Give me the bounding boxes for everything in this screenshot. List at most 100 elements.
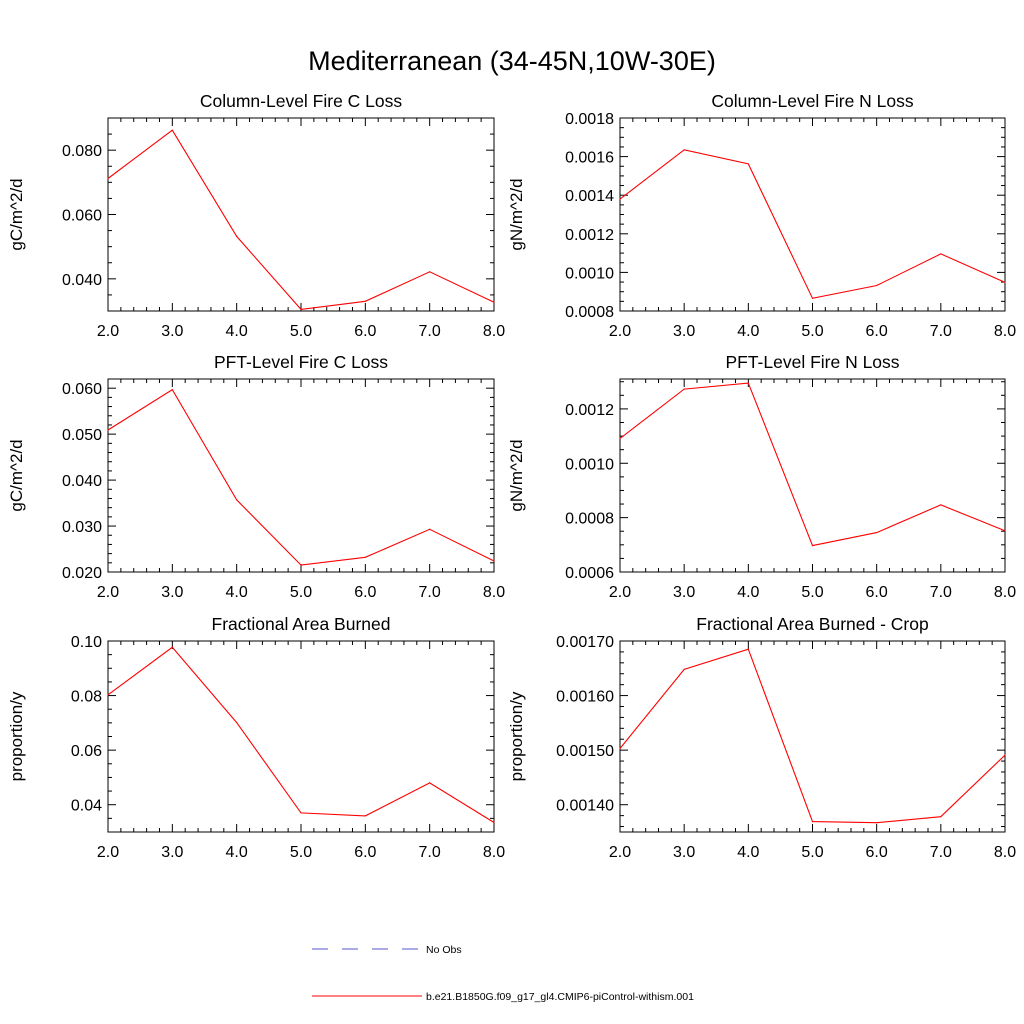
data-point: [171, 646, 173, 648]
y-tick-label: 0.0010: [565, 265, 614, 282]
x-tick-label: 5.0: [290, 844, 312, 861]
y-tick-label: 0.020: [62, 565, 102, 582]
data-point: [683, 149, 685, 151]
data-point: [493, 301, 495, 303]
panel-4: 2.0 3.0 4.0 5.0 6.0 7.0 8.0 0.0006 0.0008 0.0010 0…: [507, 352, 1016, 601]
x-tick-label: 7.0: [930, 584, 952, 601]
data-point: [619, 198, 621, 200]
y-tick-label: 0.050: [62, 427, 102, 444]
data-point: [940, 253, 942, 255]
x-tick-label: 5.0: [290, 584, 312, 601]
x-tick-label: 2.0: [609, 584, 631, 601]
x-tick-label: 8.0: [994, 323, 1016, 340]
x-tick-label: 6.0: [866, 844, 888, 861]
x-tick-label: 7.0: [419, 584, 441, 601]
y-axis-label: proportion/y: [7, 691, 26, 781]
series-line: [619, 382, 1006, 547]
y-tick-label: 0.10: [71, 634, 102, 651]
y-axis-label: gN/m^2/d: [507, 178, 526, 250]
x-tick-label: 3.0: [673, 844, 695, 861]
x-tick-label: 2.0: [97, 323, 119, 340]
x-tick-label: 2.0: [609, 844, 631, 861]
x-tick-label: 6.0: [866, 323, 888, 340]
x-tick-label: 8.0: [994, 584, 1016, 601]
data-point: [107, 694, 109, 696]
plot-frame: [107, 640, 495, 833]
data-point: [1004, 281, 1006, 284]
data-point: [747, 163, 749, 165]
x-tick-label: 8.0: [483, 323, 505, 340]
series-line: [107, 388, 495, 566]
x-tick-label: 3.0: [673, 584, 695, 601]
panel-title: Fractional Area Burned: [212, 614, 391, 634]
y-tick-label: 0.030: [62, 519, 102, 536]
data-point: [811, 545, 814, 547]
panel-title: Fractional Area Burned - Crop: [696, 614, 928, 634]
data-point: [364, 300, 366, 302]
y-tick-label: 0.08: [71, 689, 102, 706]
series-line: [619, 149, 1006, 299]
panel-5: 2.0 3.0 4.0 5.0 6.0 7.0 8.0 0.04 0.06 0.08 0.10 Fra…: [7, 614, 505, 861]
x-tick-label: 5.0: [801, 584, 823, 601]
y-tick-label: 0.00140: [556, 798, 614, 815]
y-axis-label: proportion/y: [507, 691, 526, 781]
panel-3: 2.0 3.0 4.0 5.0 6.0 7.0 8.0 0.020 0.030 0.040 0.05…: [7, 352, 505, 601]
x-tick-label: 3.0: [161, 844, 183, 861]
data-point: [300, 812, 302, 814]
data-point: [493, 560, 495, 562]
data-point: [683, 668, 685, 670]
data-point: [236, 499, 238, 501]
data-point: [747, 382, 749, 384]
y-tick-label: 0.0012: [565, 402, 614, 419]
x-tick-label: 3.0: [161, 584, 183, 601]
data-point: [364, 815, 366, 817]
y-tick-label: 0.0012: [565, 227, 614, 244]
x-tick-label: 6.0: [354, 584, 376, 601]
y-tick-label: 0.00150: [556, 743, 614, 760]
data-point: [107, 177, 109, 180]
x-tick-label: 7.0: [419, 323, 441, 340]
x-tick-label: 5.0: [801, 323, 823, 340]
plot-frame: [619, 378, 1006, 573]
data-point: [429, 782, 431, 784]
data-point: [876, 284, 878, 287]
x-tick-label: 4.0: [226, 584, 248, 601]
series-line: [107, 646, 495, 823]
panel-2: 2.0 3.0 4.0 5.0 6.0 7.0 8.0 0.0008 0.0010 0.0012 0…: [507, 91, 1016, 340]
data-point: [236, 721, 238, 724]
data-point: [619, 437, 621, 440]
y-tick-label: 0.00160: [556, 689, 614, 706]
x-tick-label: 4.0: [737, 844, 759, 861]
y-tick-label: 0.0014: [565, 188, 614, 205]
data-point: [493, 821, 495, 824]
panel-1: 2.0 3.0 4.0 5.0 6.0 7.0 8.0 0.040 0.060 0.080 Colu…: [7, 91, 505, 340]
y-tick-label: 0.080: [62, 143, 102, 160]
data-point: [171, 129, 173, 131]
x-tick-label: 8.0: [994, 844, 1016, 861]
data-point: [107, 429, 109, 431]
y-tick-label: 0.06: [71, 743, 102, 760]
data-point: [619, 747, 621, 750]
y-tick-label: 0.0016: [565, 150, 614, 167]
legend: No Obs b.e21.B1850G.f09_g17_gl4.CMIP6-pi…: [312, 944, 694, 1003]
data-point: [683, 388, 685, 390]
y-tick-label: 0.0018: [565, 111, 614, 128]
plot-frame: [107, 378, 495, 573]
panel-title: PFT-Level Fire C Loss: [214, 352, 388, 372]
y-tick-label: 0.0008: [565, 511, 614, 528]
x-tick-label: 3.0: [673, 323, 695, 340]
y-axis-label: gC/m^2/d: [7, 178, 26, 250]
y-tick-label: 0.0008: [565, 304, 614, 321]
y-tick-label: 0.040: [62, 272, 102, 289]
data-point: [171, 388, 173, 391]
x-tick-label: 7.0: [419, 844, 441, 861]
x-tick-label: 2.0: [97, 844, 119, 861]
plot-frame: [619, 640, 1006, 833]
y-tick-label: 0.060: [62, 208, 102, 225]
x-tick-label: 4.0: [226, 844, 248, 861]
panel-6: 2.0 3.0 4.0 5.0 6.0 7.0 8.0 0.00140 0.00150 0.001…: [507, 614, 1016, 861]
y-tick-label: 0.060: [62, 381, 102, 398]
x-tick-label: 4.0: [737, 323, 759, 340]
data-point: [876, 531, 878, 534]
data-point: [364, 556, 366, 558]
